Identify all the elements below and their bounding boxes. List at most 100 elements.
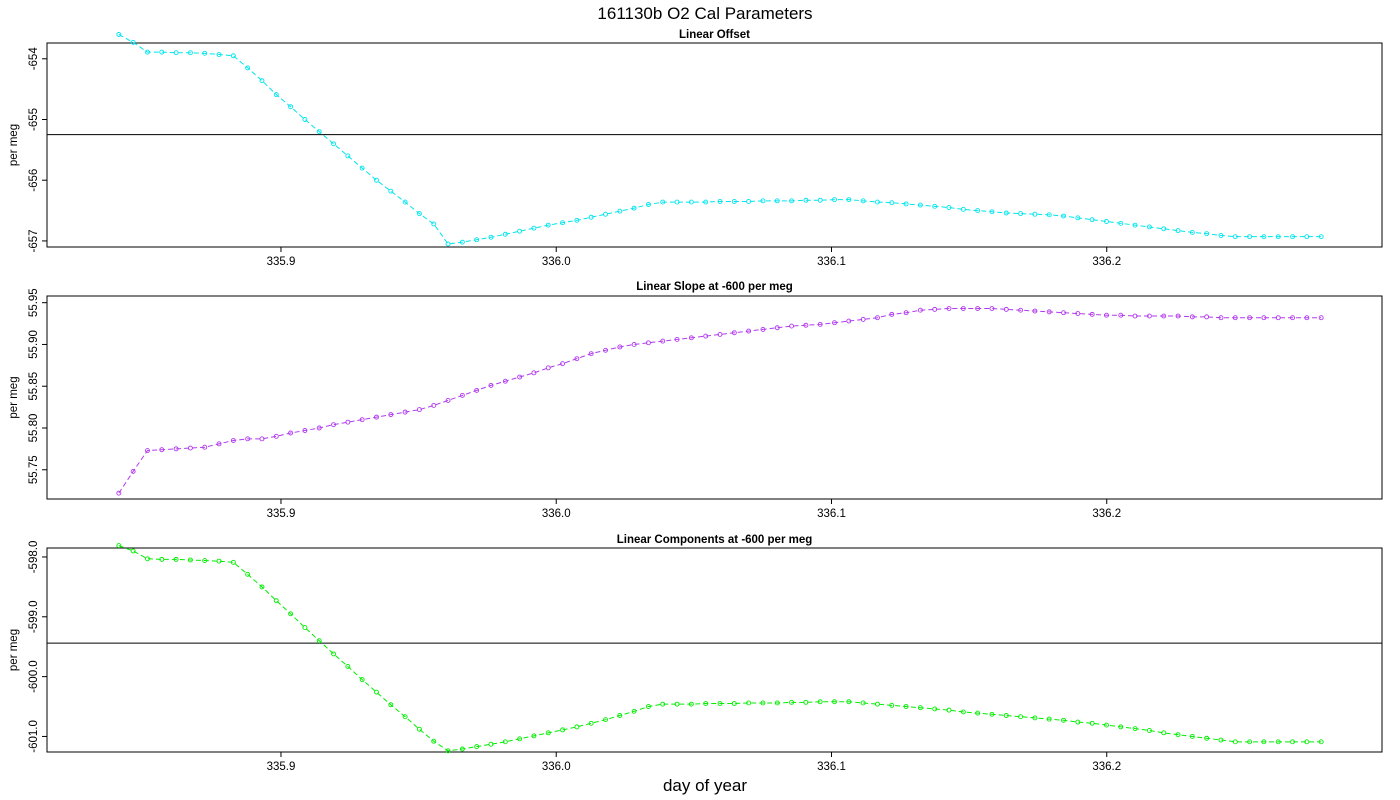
panel-linear-offset: Linear Offset per meg 335.9 336.0 336.1 336.2…: [8, 29, 1383, 268]
data-point: [932, 706, 938, 712]
data-point: [173, 556, 179, 562]
data-point: [159, 556, 165, 562]
data-point: [1247, 739, 1253, 745]
data-point: [746, 700, 752, 706]
panel-title: Linear Components at -600 per meg: [617, 534, 813, 546]
y-tick-label: 55.85: [28, 372, 40, 401]
data-point: [688, 335, 694, 341]
data-point: [1232, 315, 1238, 321]
data-point: [488, 382, 494, 388]
data-point: [273, 433, 279, 439]
data-point: [159, 447, 165, 453]
data-point: [703, 701, 709, 706]
data-point: [917, 202, 923, 208]
data-point: [1218, 315, 1224, 321]
data-point: [345, 419, 351, 425]
data-point: [416, 211, 422, 217]
series-line: [118, 34, 1322, 245]
data-point: [388, 702, 394, 708]
data-point: [789, 323, 795, 329]
data-point: [359, 165, 365, 171]
data-point: [116, 32, 122, 37]
data-point: [159, 49, 165, 55]
x-tick-label: 336.1: [817, 761, 846, 773]
data-point: [1032, 715, 1038, 721]
data-point: [187, 50, 193, 56]
data-point: [1089, 217, 1095, 223]
data-point: [502, 739, 508, 745]
data-point: [259, 584, 265, 590]
data-point: [130, 39, 136, 45]
panel-linear-components: Linear Components at -600 per meg per meg…: [8, 534, 1383, 773]
data-point: [789, 198, 795, 204]
data-point: [1204, 314, 1210, 320]
data-point: [717, 701, 723, 706]
data-point: [731, 701, 737, 706]
data-point: [1132, 222, 1138, 228]
data-point: [817, 321, 823, 327]
data-point: [645, 340, 651, 346]
data-point: [832, 699, 837, 705]
data-point: [416, 726, 422, 732]
x-tick-label: 336.1: [817, 508, 846, 520]
data-point: [216, 52, 222, 57]
data-point: [631, 342, 637, 347]
data-point: [1261, 315, 1267, 321]
data-point: [259, 436, 265, 442]
data-point: [1118, 220, 1124, 226]
data-point: [388, 188, 394, 194]
y-tick-label: -601.0: [28, 720, 40, 753]
x-tick-label: 336.2: [1092, 508, 1121, 520]
data-point: [1161, 313, 1167, 319]
data-point: [374, 414, 379, 420]
data-point: [760, 700, 766, 706]
data-point: [903, 704, 909, 709]
plot-frame: [46, 295, 1383, 500]
data-point: [746, 328, 752, 334]
data-point: [1018, 211, 1024, 217]
data-point: [917, 307, 923, 313]
data-point: [545, 222, 551, 228]
series-line: [118, 308, 1322, 494]
data-point: [216, 441, 222, 447]
data-point: [245, 571, 251, 577]
x-tick-label: 336.0: [542, 761, 571, 773]
data-point: [674, 199, 680, 205]
data-point: [331, 651, 336, 657]
data-point: [817, 197, 823, 203]
data-point: [674, 336, 680, 342]
data-point: [1161, 226, 1167, 232]
data-point: [173, 446, 179, 452]
data-point: [860, 198, 866, 204]
data-point: [202, 50, 208, 56]
data-point: [1204, 231, 1210, 237]
data-point: [603, 347, 608, 353]
data-point: [660, 701, 666, 707]
data-point: [1275, 739, 1281, 745]
data-point: [875, 701, 880, 707]
data-point: [1061, 213, 1066, 219]
data-point: [1232, 234, 1238, 240]
data-point: [1146, 313, 1152, 319]
data-point: [846, 197, 852, 203]
data-point: [316, 638, 322, 644]
data-point: [1075, 215, 1081, 221]
data-point: [703, 199, 709, 205]
data-point: [1218, 233, 1224, 238]
data-point: [1046, 716, 1052, 722]
x-tick-label: 336.1: [817, 256, 846, 268]
data-point: [760, 198, 766, 204]
data-point: [903, 201, 909, 207]
data-point: [331, 141, 336, 147]
x-tick-label: 336.2: [1092, 761, 1121, 773]
data-point: [545, 730, 551, 736]
data-point: [875, 199, 880, 205]
data-point: [1032, 211, 1038, 217]
data-point: [273, 598, 279, 604]
data-point: [1018, 714, 1024, 720]
y-tick-label: -656: [28, 169, 40, 192]
y-tick-label: -598.0: [28, 541, 40, 574]
data-point: [875, 315, 880, 321]
data-point: [1075, 719, 1081, 725]
